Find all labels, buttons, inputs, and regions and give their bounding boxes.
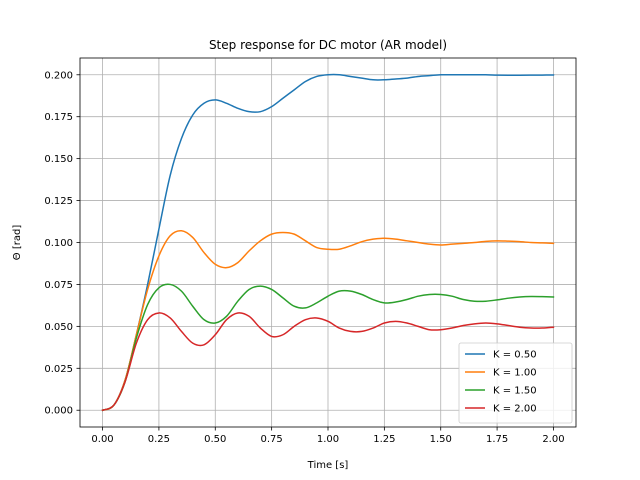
x-tick-label: 2.00 <box>542 434 564 445</box>
legend: K = 0.50 K = 1.00 K = 1.50 K = 2.00 <box>458 342 573 424</box>
y-tick-label: 0.175 <box>44 112 73 123</box>
series-line-4 <box>101 312 555 412</box>
y-axis-ticks: 0.000 0.025 0.050 0.075 0.100 0.125 0.150 0.175… <box>44 70 80 417</box>
series-line-3 <box>101 283 555 412</box>
x-tick-label: 1.50 <box>430 434 452 445</box>
legend-box <box>458 342 573 424</box>
legend-label-1: K = 0.50 <box>493 350 537 361</box>
y-tick-label: 0.050 <box>44 322 73 333</box>
y-tick-label: 0.000 <box>44 406 73 417</box>
x-axis-label: Time [s] <box>307 460 349 471</box>
y-tick-label: 0.150 <box>44 154 73 165</box>
legend-label-3: K = 1.50 <box>493 386 537 397</box>
series-line-1 <box>101 73 555 412</box>
legend-label-4: K = 2.00 <box>493 404 537 415</box>
series-line-2 <box>101 229 555 412</box>
series-lines <box>101 73 555 412</box>
x-tick-label: 0.25 <box>148 434 170 445</box>
y-tick-label: 0.100 <box>44 238 73 249</box>
x-tick-label: 1.25 <box>373 434 395 445</box>
x-tick-label: 1.75 <box>486 434 508 445</box>
x-axis-ticks: 0.00 0.25 0.50 0.75 1.00 1.25 1.50 1.75 2.00 <box>91 427 565 445</box>
x-tick-label: 1.00 <box>317 434 339 445</box>
y-axis-label: Θ [rad] <box>12 225 23 261</box>
chart-title: Step response for DC motor (AR model) <box>209 38 447 52</box>
x-tick-label: 0.75 <box>261 434 283 445</box>
x-tick-label: 0.50 <box>204 434 226 445</box>
y-tick-label: 0.200 <box>44 70 73 81</box>
y-tick-label: 0.125 <box>44 196 73 207</box>
y-tick-label: 0.075 <box>44 280 73 291</box>
x-tick-label: 0.00 <box>91 434 113 445</box>
y-tick-label: 0.025 <box>44 364 73 375</box>
legend-label-2: K = 1.00 <box>493 368 537 379</box>
